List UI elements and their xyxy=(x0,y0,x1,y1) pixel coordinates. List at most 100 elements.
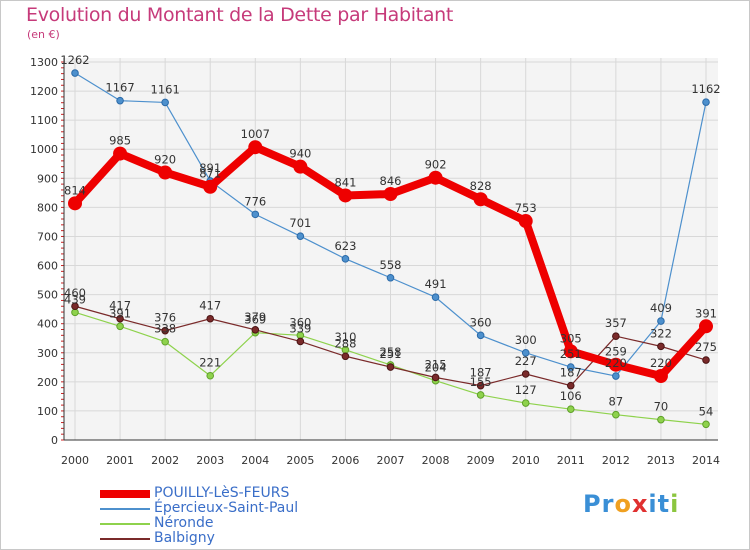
data-label: 369 xyxy=(244,313,266,327)
data-point xyxy=(113,146,128,161)
data-label: 920 xyxy=(154,152,176,166)
data-point xyxy=(521,399,530,407)
x-tick-label: 2010 xyxy=(512,454,540,467)
data-label: 558 xyxy=(380,258,402,272)
y-tick-label: 600 xyxy=(37,260,58,273)
data-point xyxy=(476,391,485,399)
legend-swatch xyxy=(100,538,150,540)
data-point xyxy=(702,420,710,429)
data-point xyxy=(296,232,305,240)
data-point xyxy=(251,325,260,334)
data-label: 87 xyxy=(609,395,624,409)
data-point xyxy=(657,342,665,351)
legend-swatch xyxy=(100,490,150,498)
data-point xyxy=(116,96,124,105)
data-point xyxy=(657,317,665,325)
data-label: 155 xyxy=(470,375,492,389)
logo-letter: t xyxy=(657,490,671,518)
data-point xyxy=(428,170,443,185)
data-label: 227 xyxy=(515,354,537,368)
logo-letter: i xyxy=(670,490,680,518)
data-label: 258 xyxy=(380,345,402,359)
y-tick-label: 300 xyxy=(37,347,58,360)
x-tick-label: 2011 xyxy=(557,454,585,467)
data-label: 871 xyxy=(199,167,221,181)
logo-letter: o xyxy=(614,490,632,518)
data-point xyxy=(521,370,530,378)
data-label: 701 xyxy=(289,216,311,230)
chart-subtitle: (en €) xyxy=(27,28,60,41)
data-point xyxy=(71,302,79,311)
x-tick-label: 2002 xyxy=(151,454,179,467)
data-point xyxy=(476,331,485,340)
data-label: 391 xyxy=(109,306,131,320)
y-tick-label: 1300 xyxy=(30,56,58,69)
data-label: 220 xyxy=(605,356,627,370)
data-label: 828 xyxy=(470,179,492,193)
legend-label: Néronde xyxy=(154,515,214,531)
y-tick-label: 1000 xyxy=(30,143,58,156)
data-label: 310 xyxy=(334,330,356,344)
data-label: 220 xyxy=(650,356,672,370)
x-tick-label: 2014 xyxy=(692,454,720,467)
y-tick-label: 0 xyxy=(51,434,58,447)
data-label: 391 xyxy=(695,306,717,320)
x-tick-label: 2012 xyxy=(602,454,630,467)
data-label: 54 xyxy=(699,404,714,418)
data-point xyxy=(566,363,575,371)
data-label: 940 xyxy=(289,147,311,161)
logo-letter: P xyxy=(583,490,602,518)
data-label: 376 xyxy=(154,311,176,325)
legend-label: POUILLY-LèS-FEURS xyxy=(154,485,290,501)
data-label: 275 xyxy=(695,340,717,354)
data-label: 288 xyxy=(334,336,356,350)
data-point xyxy=(161,337,169,346)
data-label: 841 xyxy=(334,175,356,189)
y-tick-label: 200 xyxy=(37,376,58,389)
data-label: 187 xyxy=(470,366,492,380)
data-label: 814 xyxy=(64,183,86,197)
logo-letter: x xyxy=(631,490,649,518)
data-point xyxy=(612,410,620,419)
y-tick-label: 100 xyxy=(37,405,58,418)
data-label: 360 xyxy=(289,315,311,329)
data-point xyxy=(248,140,263,155)
data-point xyxy=(476,381,485,390)
data-point xyxy=(473,192,488,207)
data-point xyxy=(386,363,395,371)
data-label: 251 xyxy=(380,347,402,361)
data-point xyxy=(383,187,398,202)
data-label: 623 xyxy=(334,239,356,253)
y-tick-label: 700 xyxy=(37,230,58,243)
data-point xyxy=(251,210,260,219)
data-point xyxy=(206,314,215,323)
data-point xyxy=(702,356,710,364)
x-tick-label: 2006 xyxy=(331,454,359,467)
y-tick-label: 400 xyxy=(37,318,58,331)
data-label: 1162 xyxy=(691,82,720,96)
y-tick-label: 1200 xyxy=(30,85,58,98)
data-label: 1161 xyxy=(151,82,180,96)
x-tick-label: 2004 xyxy=(241,454,269,467)
data-point xyxy=(612,332,620,340)
x-tick-label: 2001 xyxy=(106,454,134,467)
y-tick-label: 1100 xyxy=(30,114,58,127)
data-point xyxy=(296,337,305,346)
legend-swatch xyxy=(100,508,150,510)
data-label: 891 xyxy=(199,161,221,175)
data-point xyxy=(566,381,575,390)
data-label: 251 xyxy=(560,347,582,361)
data-point xyxy=(68,196,82,211)
data-label: 439 xyxy=(64,292,86,306)
data-label: 357 xyxy=(605,316,627,330)
data-label: 1262 xyxy=(60,53,89,67)
legend-label: Balbigny xyxy=(154,530,215,546)
data-point xyxy=(702,98,710,106)
data-point xyxy=(203,179,218,194)
y-tick-label: 900 xyxy=(37,172,58,185)
x-tick-label: 2009 xyxy=(467,454,495,467)
data-point xyxy=(158,165,173,180)
y-tick-label: 500 xyxy=(37,289,58,302)
data-point xyxy=(161,98,169,107)
data-label: 305 xyxy=(560,331,582,345)
